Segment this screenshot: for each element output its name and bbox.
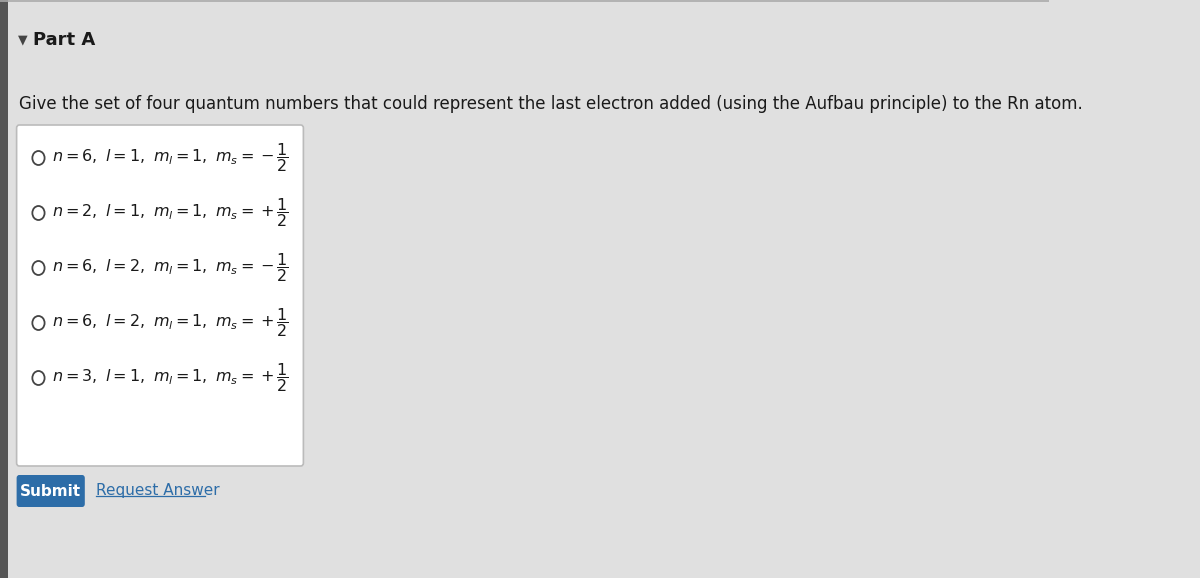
FancyBboxPatch shape [17,125,304,466]
Text: $n = 2,\ l = 1,\ m_l = 1,\ m_s = +\dfrac{1}{2}$: $n = 2,\ l = 1,\ m_l = 1,\ m_s = +\dfrac… [53,197,289,229]
Text: Give the set of four quantum numbers that could represent the last electron adde: Give the set of four quantum numbers tha… [19,95,1082,113]
Text: $n = 6,\ l = 1,\ m_l = 1,\ m_s = -\dfrac{1}{2}$: $n = 6,\ l = 1,\ m_l = 1,\ m_s = -\dfrac… [53,142,289,175]
Text: $n = 3,\ l = 1,\ m_l = 1,\ m_s = +\dfrac{1}{2}$: $n = 3,\ l = 1,\ m_l = 1,\ m_s = +\dfrac… [53,361,289,395]
Text: $n = 6,\ l = 2,\ m_l = 1,\ m_s = +\dfrac{1}{2}$: $n = 6,\ l = 2,\ m_l = 1,\ m_s = +\dfrac… [53,306,289,339]
FancyBboxPatch shape [17,475,85,507]
Text: Request Answer: Request Answer [96,484,220,498]
Text: Submit: Submit [20,484,82,498]
Bar [0,0,8,578]
Text: $n = 6,\ l = 2,\ m_l = 1,\ m_s = -\dfrac{1}{2}$: $n = 6,\ l = 2,\ m_l = 1,\ m_s = -\dfrac… [53,251,289,284]
Text: ▼: ▼ [18,34,28,46]
Text: Part A: Part A [34,31,96,49]
